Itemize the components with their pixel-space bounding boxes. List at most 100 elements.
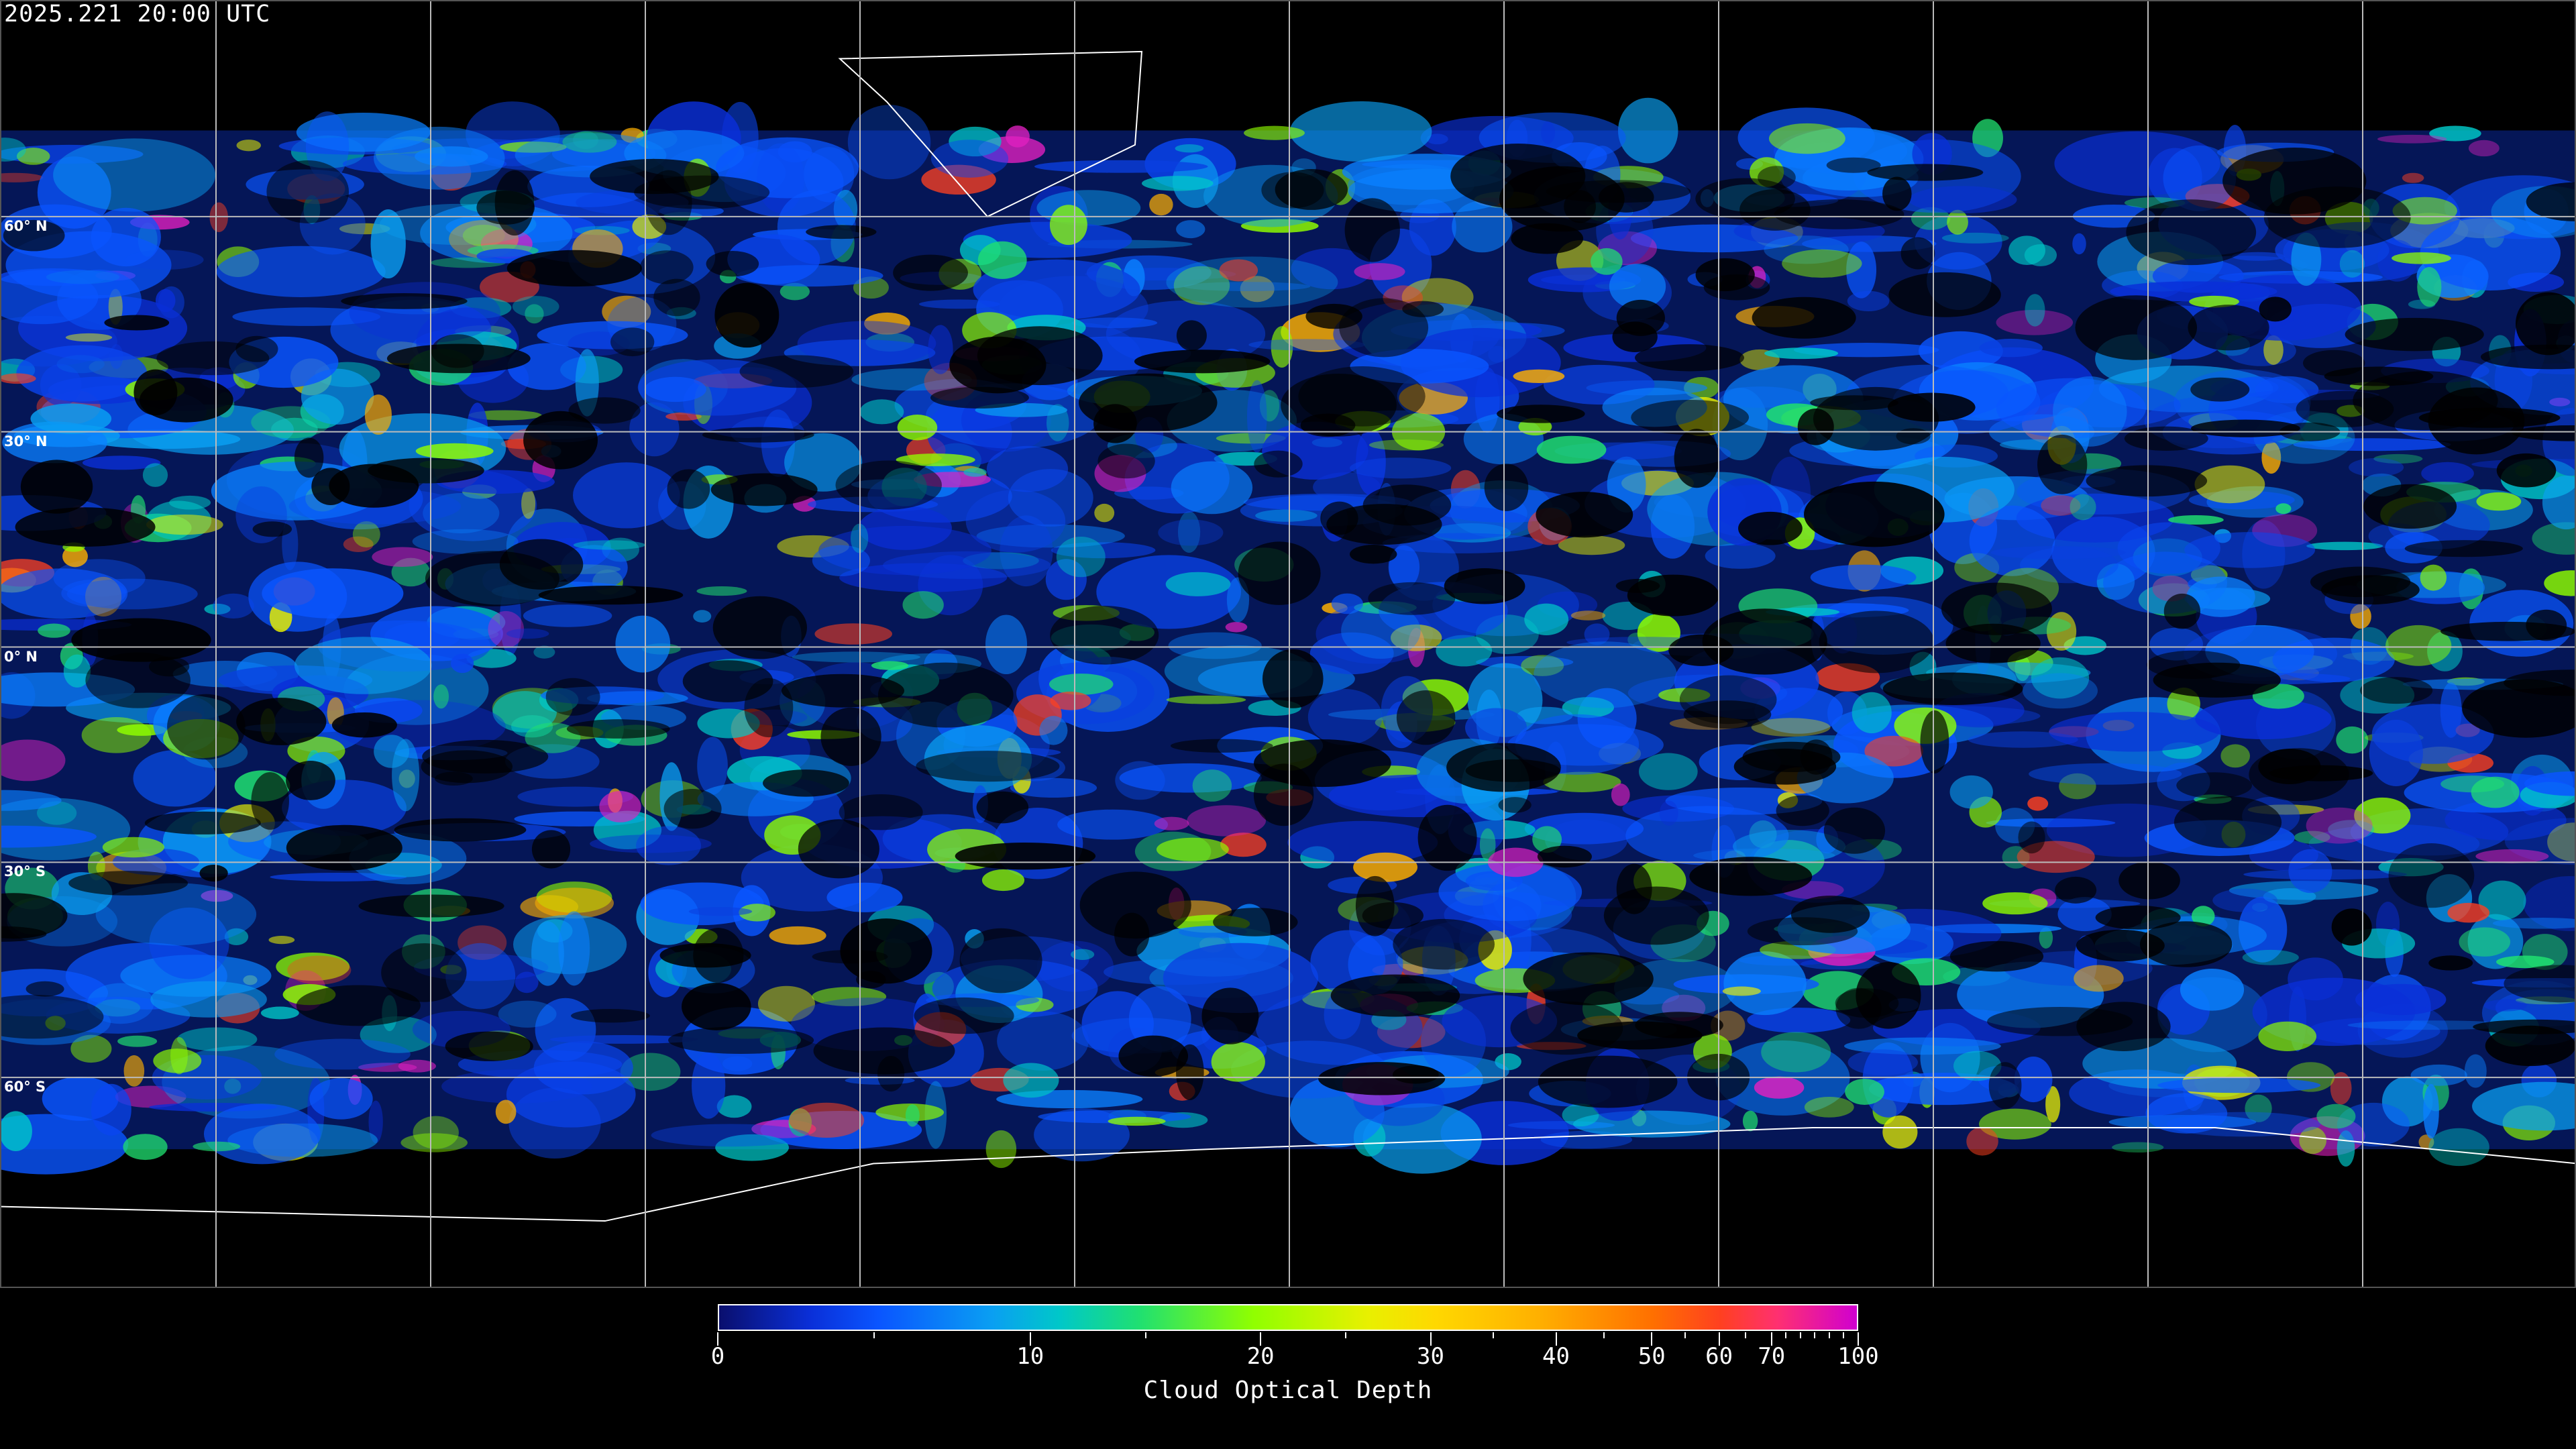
cloud-patch xyxy=(2349,458,2404,477)
cloud-patch xyxy=(1176,220,1205,239)
cloud-patch xyxy=(1,172,44,182)
cloud-patch xyxy=(1128,986,1191,1052)
clear-sky-patch xyxy=(139,377,233,423)
cloud-patch xyxy=(287,955,352,985)
cloud-patch xyxy=(499,141,567,153)
cloud-patch xyxy=(1354,263,1405,280)
cloud-patch xyxy=(1609,264,1666,309)
clear-sky-patch xyxy=(877,662,1014,728)
clear-sky-patch xyxy=(394,818,527,842)
clear-sky-patch xyxy=(1079,373,1218,432)
cloud-patch xyxy=(1733,830,1846,863)
clear-sky-patch xyxy=(914,997,1014,1034)
clear-sky-patch xyxy=(1742,741,1841,773)
cloud-patch xyxy=(812,545,870,576)
cloud-patch xyxy=(400,1133,468,1152)
cloud-patch xyxy=(2355,983,2447,1016)
cloud-patch xyxy=(2112,1142,2164,1153)
clear-sky-patch xyxy=(1945,623,2041,663)
clear-sky-patch xyxy=(523,411,598,470)
cloud-patch xyxy=(1536,435,1607,464)
clear-sky-patch xyxy=(431,334,484,368)
cloud-patch xyxy=(1,1114,129,1175)
cloud-patch xyxy=(1056,536,1106,578)
cloud-patch xyxy=(1911,207,1951,230)
cloud-patch xyxy=(203,1104,321,1165)
colorbar-tick-label: 100 xyxy=(1837,1343,1879,1370)
latitude-label: 30° S xyxy=(4,863,46,880)
cloud-patch xyxy=(2275,503,2292,515)
cloud-patch xyxy=(108,288,123,325)
clear-sky-patch xyxy=(2075,295,2198,360)
cloud-patch xyxy=(2053,376,2127,447)
cloud-patch xyxy=(358,1063,417,1072)
cloud-patch xyxy=(2542,408,2575,476)
cloud-patch xyxy=(204,603,231,614)
cloud-patch xyxy=(1071,317,1158,329)
cloud-patch xyxy=(155,288,176,313)
colorbar-minor-tick xyxy=(1603,1332,1605,1338)
clear-sky-patch xyxy=(1823,807,1886,854)
cloud-patch xyxy=(2263,888,2316,905)
cloud-patch xyxy=(1918,331,2003,371)
clear-sky-patch xyxy=(959,928,1042,994)
cloud-patch xyxy=(1,373,36,384)
clear-sky-patch xyxy=(2345,317,2484,352)
cloud-patch xyxy=(780,282,810,301)
clear-sky-patch xyxy=(2321,575,2420,605)
colorbar xyxy=(718,1304,1858,1331)
cloud-patch xyxy=(859,399,904,425)
cloud-patch xyxy=(1141,176,1214,191)
cloud-patch xyxy=(1464,708,1527,748)
cloud-patch xyxy=(1309,632,1394,675)
cloud-patch xyxy=(1524,603,1569,635)
cloud-patch xyxy=(2496,955,2555,969)
clear-sky-patch xyxy=(1318,1062,1446,1095)
clear-sky-patch xyxy=(2296,390,2394,428)
cloud-patch xyxy=(864,312,910,335)
cloud-patch xyxy=(213,593,254,619)
clear-sky-patch xyxy=(2359,677,2433,704)
clear-sky-patch xyxy=(1888,272,2001,317)
clear-sky-patch xyxy=(840,918,932,984)
cloud-patch xyxy=(1071,949,1095,960)
cloud-patch xyxy=(66,578,198,610)
colorbar-major-tick xyxy=(717,1332,718,1346)
cloud-patch xyxy=(2428,1128,2489,1167)
cloud-patch xyxy=(1246,380,1267,453)
cloud-patch xyxy=(276,952,350,981)
cloud-patch xyxy=(1034,160,1208,173)
cloud-patch xyxy=(16,345,148,402)
cloud-patch xyxy=(2523,875,2575,931)
cloud-patch xyxy=(1846,241,1877,299)
cloud-patch xyxy=(2337,1102,2410,1147)
cloud-patch xyxy=(2464,1054,2487,1088)
cloud-patch xyxy=(533,645,555,659)
cloud-patch xyxy=(2417,267,2442,307)
cloud-patch xyxy=(2059,773,2096,800)
cloud-patch xyxy=(2483,999,2528,1012)
cloud-patch xyxy=(1845,1079,1884,1105)
cloud-patch xyxy=(573,540,646,550)
cloud-patch xyxy=(2049,712,2220,752)
clear-sky-patch xyxy=(916,751,1060,782)
cloud-patch xyxy=(2261,441,2282,474)
cloud-patch xyxy=(268,935,295,945)
cloud-patch xyxy=(2471,776,2520,808)
cloud-patch xyxy=(2354,797,2411,834)
cloud-patch xyxy=(1166,256,1338,308)
clear-sky-patch xyxy=(1949,941,2044,972)
clear-sky-patch xyxy=(1810,395,1899,411)
cloud-patch xyxy=(2392,252,2451,264)
cloud-patch xyxy=(1391,624,1442,651)
clear-sky-patch xyxy=(1201,987,1259,1044)
clear-sky-patch xyxy=(2153,662,2281,698)
cloud-patch xyxy=(902,591,944,619)
cloud-patch xyxy=(2045,1086,2061,1123)
cloud-patch xyxy=(1119,763,1262,793)
cloud-patch xyxy=(224,928,249,945)
cloud-patch xyxy=(2306,541,2383,551)
cloud-patch xyxy=(2306,807,2373,844)
cloud-patch xyxy=(602,295,651,328)
cloud-patch xyxy=(1108,1116,1166,1126)
